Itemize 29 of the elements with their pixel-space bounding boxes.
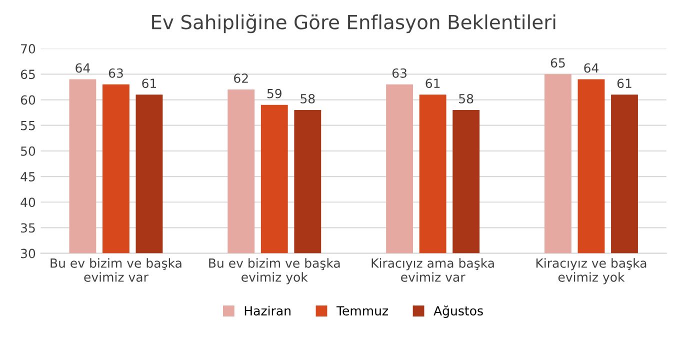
- x-tick-label: Kiracıyız ve başka evimiz yok: [536, 258, 646, 284]
- data-label: 65: [550, 58, 565, 68]
- data-label: 64: [584, 63, 598, 73]
- y-tick-label: 45: [20, 172, 35, 182]
- data-label: 61: [142, 78, 156, 88]
- y-tick-label: 65: [20, 70, 35, 80]
- x-tick-label: Kiracıyız ama başka evimiz var: [372, 258, 494, 282]
- x-tick-label: Bu ev bizim ve başka evimiz var: [50, 258, 182, 282]
- y-tick-label: 50: [20, 146, 36, 156]
- data-label: 58: [300, 94, 315, 104]
- data-label: 63: [392, 68, 406, 78]
- y-tick-label: 30: [20, 248, 36, 258]
- data-label: 64: [76, 63, 90, 73]
- data-label: 59: [267, 88, 282, 98]
- legend-label: Haziran: [244, 306, 290, 316]
- data-label: 58: [459, 94, 474, 104]
- chart-title: Ev Sahipliğine Göre Enflasyon Beklentileri: [152, 14, 556, 34]
- y-tick-label: 70: [21, 44, 36, 54]
- data-label: 61: [617, 78, 632, 88]
- legend-label: Ağustos: [434, 306, 483, 318]
- legend-label: Temmuz: [336, 306, 388, 316]
- x-tick-label: Bu ev bizim ve başka evimiz yok: [209, 258, 340, 284]
- data-label: 62: [234, 73, 248, 83]
- y-tick-label: 35: [20, 223, 35, 233]
- y-tick-label: 55: [20, 120, 35, 130]
- data-label: 63: [108, 68, 123, 78]
- data-label: 61: [426, 78, 440, 88]
- y-tick-label: 60: [20, 95, 36, 105]
- y-tick-label: 40: [20, 198, 36, 208]
